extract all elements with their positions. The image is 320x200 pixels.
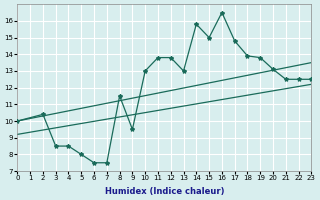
X-axis label: Humidex (Indice chaleur): Humidex (Indice chaleur) [105, 187, 224, 196]
